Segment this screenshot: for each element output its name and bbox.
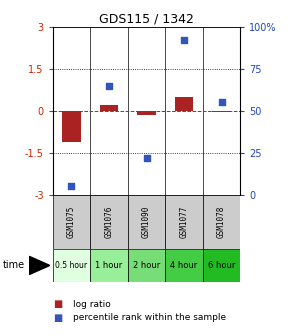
Point bbox=[182, 38, 186, 43]
Text: 4 hour: 4 hour bbox=[170, 261, 198, 270]
Title: GDS115 / 1342: GDS115 / 1342 bbox=[99, 13, 194, 26]
Bar bbox=[165, 195, 203, 249]
Text: GSM1090: GSM1090 bbox=[142, 206, 151, 238]
Text: GSM1075: GSM1075 bbox=[67, 206, 76, 238]
Text: ■: ■ bbox=[53, 312, 62, 323]
Bar bbox=[165, 249, 203, 282]
Bar bbox=[128, 249, 165, 282]
Point bbox=[69, 184, 74, 189]
Bar bbox=[203, 195, 240, 249]
Bar bbox=[90, 249, 128, 282]
Point bbox=[107, 83, 111, 88]
Text: time: time bbox=[3, 260, 25, 270]
Text: ■: ■ bbox=[53, 299, 62, 309]
Text: 2 hour: 2 hour bbox=[133, 261, 160, 270]
Bar bbox=[62, 111, 81, 142]
Bar bbox=[137, 111, 156, 115]
Text: percentile rank within the sample: percentile rank within the sample bbox=[73, 313, 226, 322]
Bar bbox=[53, 249, 90, 282]
Bar bbox=[203, 249, 240, 282]
Bar bbox=[100, 105, 118, 111]
Bar bbox=[212, 111, 231, 112]
Point bbox=[219, 100, 224, 105]
Text: 6 hour: 6 hour bbox=[208, 261, 235, 270]
Point bbox=[144, 155, 149, 161]
Text: GSM1076: GSM1076 bbox=[105, 206, 113, 238]
Bar bbox=[53, 195, 90, 249]
Polygon shape bbox=[29, 256, 50, 275]
Text: 1 hour: 1 hour bbox=[95, 261, 123, 270]
Bar bbox=[175, 97, 193, 111]
Text: GSM1077: GSM1077 bbox=[180, 206, 188, 238]
Bar bbox=[90, 195, 128, 249]
Text: GSM1078: GSM1078 bbox=[217, 206, 226, 238]
Bar bbox=[128, 195, 165, 249]
Text: 0.5 hour: 0.5 hour bbox=[55, 261, 88, 270]
Text: log ratio: log ratio bbox=[73, 300, 111, 308]
